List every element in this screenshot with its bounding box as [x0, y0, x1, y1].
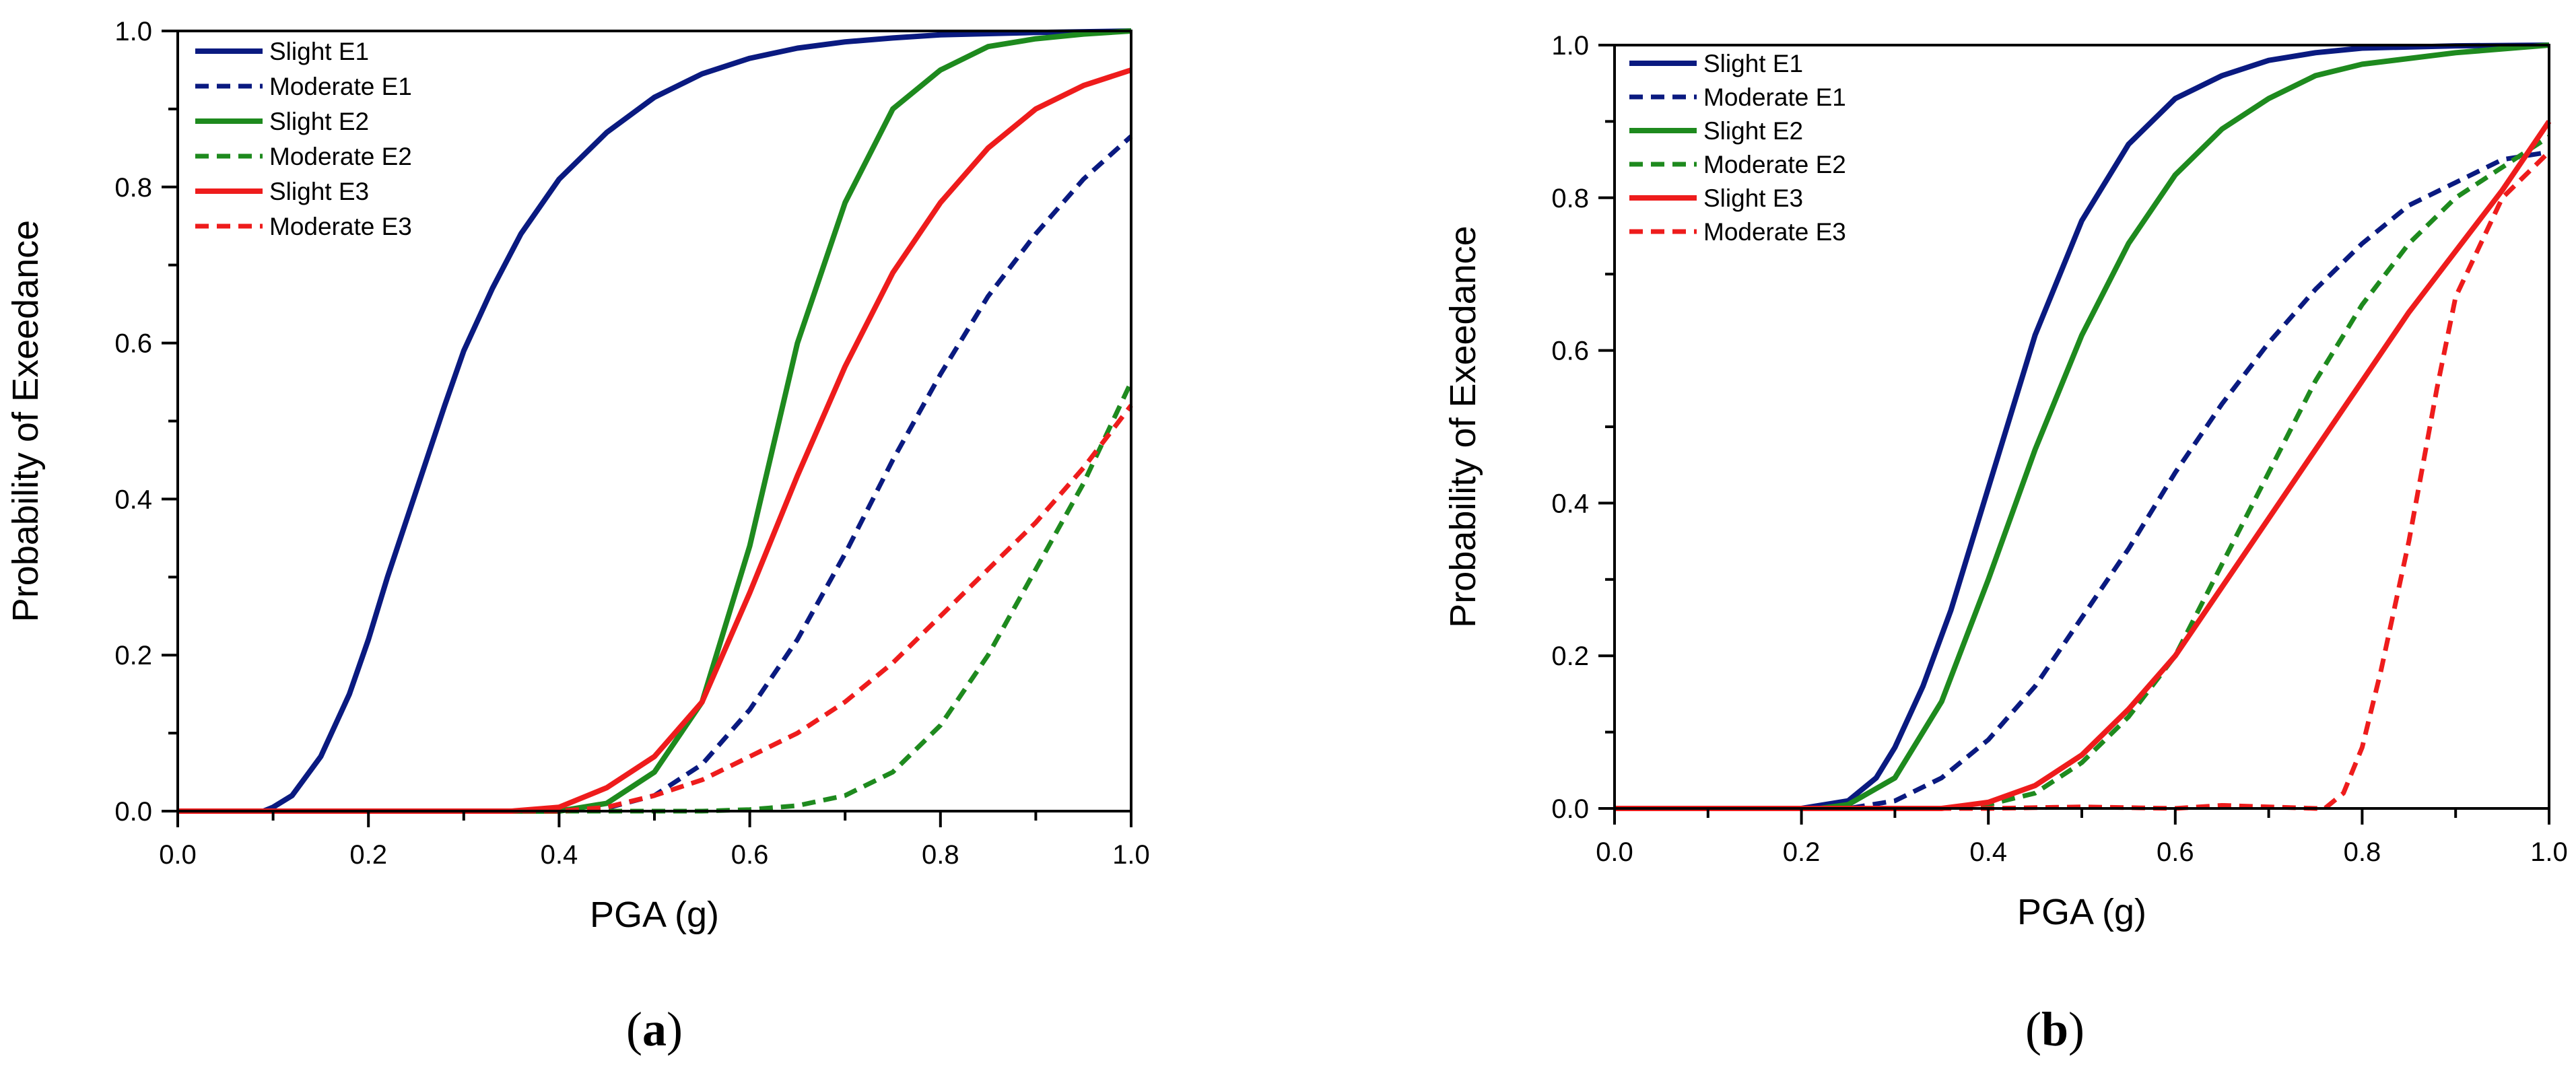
panel-a-y-tick-label: 0.0: [114, 797, 152, 827]
panel-b-legend-label-moderate-e3: Moderate E3: [1703, 218, 1846, 246]
panel-b-series-moderate-e3: [1615, 150, 2551, 811]
panel-a-y-tick-label: 1.0: [114, 17, 152, 46]
panel-b-x-tick-labels: 0.0 0.2 0.4 0.6 0.8 1.0: [1596, 837, 2568, 867]
panel-a-legend-label-moderate-e2: Moderate E2: [269, 143, 412, 170]
panel-b-y-axis-title: Probability of Exeedance: [1443, 226, 1483, 627]
panel-a-legend-label-moderate-e1: Moderate E1: [269, 73, 412, 100]
panel-b-y-tick-labels: 0.0 0.2 0.4 0.6 0.8 1.0: [1551, 31, 1589, 824]
panel-b-label-letter: b: [2041, 1002, 2068, 1056]
panel-a-legend-label-slight-e3: Slight E3: [269, 178, 369, 205]
panel-b-x-tick-label: 0.0: [1596, 837, 1633, 867]
panel-a: 0.0 0.2 0.4 0.6 0.8 1.0 0.0 0.2 0.4 0.6 0.8 1.0 PG…: [5, 17, 1150, 1056]
panel-a-ticks: [162, 30, 1132, 827]
panel-a-y-tick-label: 0.6: [114, 329, 152, 359]
panel-a-series-slight-e1: [178, 28, 1132, 814]
panel-b-legend-label-slight-e1: Slight E1: [1703, 50, 1803, 77]
panel-a-x-tick-label: 0.4: [541, 840, 578, 870]
panel-b-series-moderate-e2: [1615, 135, 2550, 811]
panel-a-x-axis-title: PGA (g): [590, 895, 719, 935]
panel-a-series-slight-e3: [178, 67, 1132, 814]
panel-a-curves: [178, 28, 1134, 814]
panel-b-x-tick-label: 0.2: [1783, 837, 1821, 867]
panel-b-y-tick-label: 0.4: [1551, 489, 1589, 518]
panel-a-label-letter: a: [642, 1002, 667, 1056]
panel-a-y-axis-title: Probability of Exeedance: [5, 220, 46, 622]
panel-a-legend-label-slight-e2: Slight E2: [269, 108, 369, 135]
panel-b-series-slight-e2: [1615, 42, 2550, 811]
panel-b-x-tick-label: 0.4: [1969, 837, 2007, 867]
panel-a-legend-label-slight-e1: Slight E1: [269, 38, 369, 65]
panel-a-series-moderate-e3: [178, 404, 1133, 814]
panel-b-ticks: [1598, 44, 2550, 825]
panel-b-y-tick-label: 0.6: [1551, 337, 1589, 366]
panel-a-x-tick-label: 0.0: [159, 840, 197, 870]
panel-a-series-slight-e2: [178, 28, 1132, 814]
panel-b-label: (b): [2025, 1002, 2084, 1056]
panel-b-y-tick-label: 0.8: [1551, 184, 1589, 213]
panel-b: 0.0 0.2 0.4 0.6 0.8 1.0 0.0 0.2 0.4 0.6 0.8 1.0 PG…: [1443, 31, 2568, 1056]
panel-a-y-tick-labels: 0.0 0.2 0.4 0.6 0.8 1.0: [114, 17, 152, 827]
panel-a-x-tick-label: 0.2: [349, 840, 387, 870]
panel-a-label: (a): [626, 1002, 683, 1056]
panel-b-y-tick-label: 0.2: [1551, 641, 1589, 671]
panel-a-x-tick-label: 1.0: [1112, 840, 1150, 870]
panel-b-x-tick-label: 0.6: [2157, 837, 2194, 867]
panel-a-x-tick-label: 0.8: [922, 840, 959, 870]
panel-a-legend-label-moderate-e3: Moderate E3: [269, 213, 412, 240]
panel-a-series-moderate-e2: [178, 381, 1134, 814]
panel-b-legend-label-slight-e2: Slight E2: [1703, 117, 1803, 145]
panel-b-series-slight-e3: [1615, 120, 2552, 811]
panel-b-x-tick-label: 0.8: [2344, 837, 2381, 867]
panel-a-y-tick-label: 0.8: [114, 173, 152, 203]
panel-a-legend: Slight E1 Moderate E1 Slight E2 Moderate E2…: [195, 38, 412, 240]
panel-b-legend-label-moderate-e1: Moderate E1: [1703, 83, 1846, 111]
panel-a-y-tick-label: 0.2: [114, 641, 152, 670]
panel-b-series-moderate-e1: [1615, 149, 2550, 811]
panel-b-curves: [1615, 42, 2552, 811]
panel-a-x-tick-label: 0.6: [731, 840, 769, 870]
panel-a-x-tick-labels: 0.0 0.2 0.4 0.6 0.8 1.0: [159, 840, 1150, 870]
panel-a-y-tick-label: 0.4: [114, 485, 152, 514]
panel-b-y-tick-label: 1.0: [1551, 31, 1589, 61]
panel-b-legend: Slight E1 Moderate E1 Slight E2 Moderate E2…: [1629, 50, 1846, 246]
panel-b-x-axis-title: PGA (g): [2017, 892, 2146, 932]
panel-b-x-tick-label: 1.0: [2530, 837, 2568, 867]
panel-b-y-tick-label: 0.0: [1551, 794, 1589, 824]
panel-b-legend-label-moderate-e2: Moderate E2: [1703, 151, 1846, 178]
panel-b-series-slight-e1: [1615, 42, 2550, 811]
panel-b-legend-label-slight-e3: Slight E3: [1703, 184, 1803, 212]
